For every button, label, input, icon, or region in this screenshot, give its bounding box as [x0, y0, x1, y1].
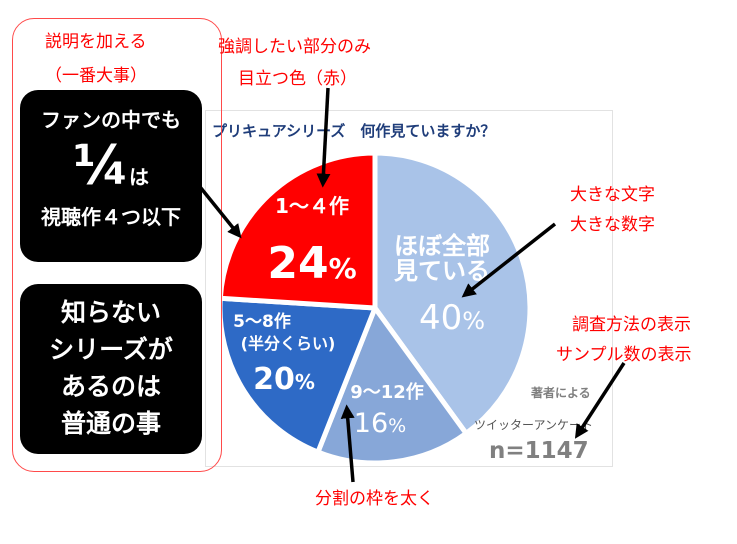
sample-size: n=1147 — [489, 438, 589, 464]
arrow-border — [340, 404, 355, 483]
box2-line1: 知らない — [60, 298, 161, 327]
box2-line4: 普通の事 — [60, 409, 161, 438]
pie-slice-5-8 — [217, 295, 378, 455]
source-credit: 著者による — [531, 386, 591, 400]
annotation-border: 分割の枠を太く — [315, 489, 434, 509]
slice-value-9-12-number: 16 — [354, 408, 388, 439]
slice-label-5-8-line2: (半分くらい) — [241, 334, 336, 353]
message-box-series: 知らない シリーズが あるのは 普通の事 — [20, 284, 202, 454]
slice-label-5-8-line1: 5〜8作 — [233, 311, 291, 332]
slice-label-all-line1: ほぼ全部 — [394, 232, 490, 260]
chart-title: プリキュアシリーズ 何作見ていますか？ — [212, 122, 496, 140]
box2-line2: シリーズが — [49, 335, 173, 364]
annotation-big-text-line1: 大きな文字 — [570, 185, 655, 205]
explanation-heading-line1: 説明を加える — [45, 32, 147, 52]
annotation-emphasis-line2: 目立つ色（赤） — [238, 69, 357, 89]
arrow-big-text — [461, 222, 557, 298]
annotation-emphasis-line1: 強調したい部分のみ — [218, 37, 371, 57]
box2-line3: あるのは — [60, 372, 161, 401]
box1-fraction: ¼ — [73, 134, 129, 197]
arrow-method — [574, 362, 626, 439]
slice-value-all: 40% — [419, 298, 485, 338]
annotation-method-line1: 調査方法の表示 — [572, 315, 691, 335]
source-survey: ツイッターアンケート — [474, 418, 594, 432]
pie-slice-all — [372, 150, 533, 436]
slice-label-1-4: 1〜４作 — [275, 194, 349, 218]
arrow-emphasis — [316, 87, 331, 188]
box1-line3: 視聴作４つ以下 — [41, 205, 181, 229]
pie-slice-1-4 — [217, 150, 378, 311]
slice-value-5-8-number: 20 — [253, 362, 295, 397]
slice-label-all-line2: 見ている — [394, 257, 490, 285]
arrow-box1 — [190, 175, 242, 239]
slice-value-1-4-number: 24 — [267, 238, 328, 289]
slice-value-9-12: 16% — [354, 408, 406, 439]
pie-slice-9-12 — [315, 305, 469, 466]
explanation-heading-line2: （一番大事） — [45, 66, 147, 86]
slice-value-5-8: 20% — [253, 362, 315, 397]
slice-value-all-number: 40 — [419, 298, 462, 338]
slice-label-9-12: 9〜12作 — [350, 381, 424, 403]
message-box-fraction: ファンの中でも ¼は 視聴作４つ以下 — [20, 90, 202, 262]
box1-suffix: は — [128, 165, 149, 189]
annotation-big-text-line2: 大きな数字 — [570, 215, 655, 235]
slice-value-1-4: 24% — [267, 238, 356, 289]
explanation-frame — [12, 18, 222, 472]
annotation-method-line2: サンプル数の表示 — [556, 345, 692, 365]
box1-line1: ファンの中でも — [41, 108, 181, 132]
box1-line2: ¼は — [20, 135, 202, 197]
slice-value-1-4-percent: % — [329, 252, 357, 285]
slice-value-all-percent: % — [462, 307, 485, 335]
slice-value-9-12-percent: % — [388, 415, 406, 437]
slice-value-5-8-percent: % — [295, 370, 315, 394]
